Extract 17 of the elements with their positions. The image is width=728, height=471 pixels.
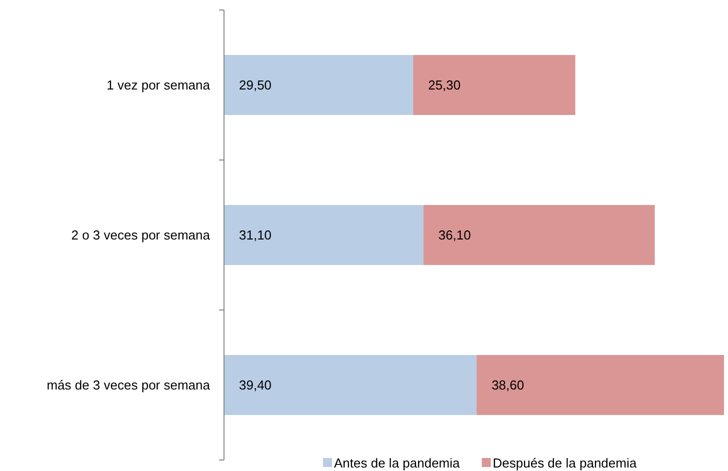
bar	[224, 205, 424, 265]
data-label: 31,10	[239, 228, 272, 243]
data-label: 25,30	[428, 78, 461, 93]
legend-label: Después de la pandemia	[492, 456, 638, 471]
y-tick-label: 2 o 3 veces por semana	[71, 228, 211, 243]
data-label: 39,40	[239, 378, 272, 393]
data-label: 29,50	[239, 78, 272, 93]
bar	[423, 205, 655, 265]
y-tick-label: más de 3 veces por semana	[46, 378, 211, 393]
data-label: 38,60	[492, 378, 524, 393]
data-label: 36,10	[438, 228, 471, 243]
y-tick-label: 1 vez por semana	[106, 78, 211, 93]
legend-label: Antes de la pandemia	[334, 456, 461, 471]
bar	[224, 55, 414, 115]
bar	[413, 55, 576, 115]
bar	[224, 355, 477, 415]
bar	[476, 355, 724, 415]
